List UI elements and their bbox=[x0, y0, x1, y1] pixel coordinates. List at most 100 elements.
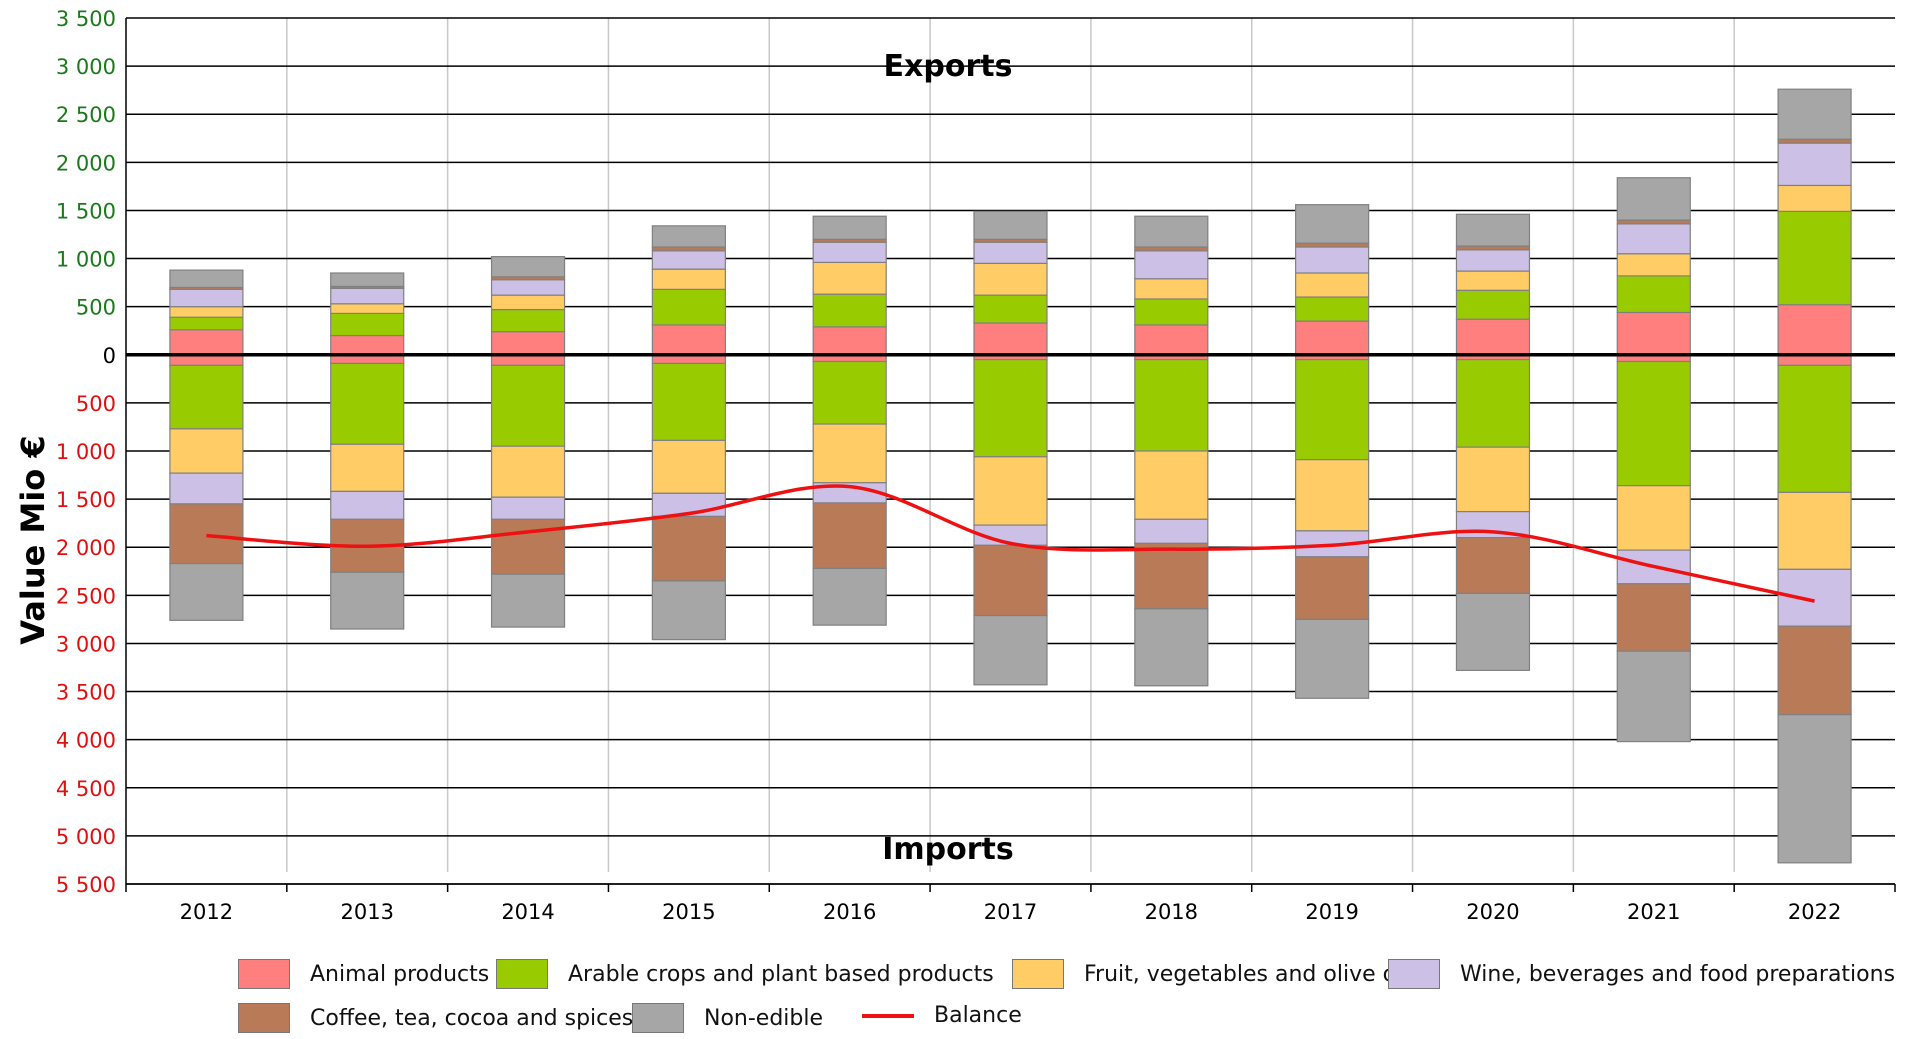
x-tick-label: 2016 bbox=[823, 900, 876, 924]
x-tick-label: 2019 bbox=[1305, 900, 1358, 924]
bar-import-segment bbox=[1777, 364, 1852, 493]
bar-import-segment bbox=[1777, 491, 1852, 570]
x-tick-label: 2018 bbox=[1145, 900, 1198, 924]
bar-export-segment bbox=[1295, 246, 1370, 274]
bar-import-segment bbox=[330, 490, 405, 520]
bar-import-segment bbox=[973, 358, 1048, 458]
legend-item-balance: Balance bbox=[862, 1003, 1022, 1028]
bar-export-segment bbox=[169, 329, 244, 356]
legend-swatch bbox=[238, 959, 290, 989]
bar-export-segment bbox=[1616, 177, 1691, 221]
legend-swatch bbox=[496, 959, 548, 989]
y-tick-label-export: 2 000 bbox=[56, 151, 116, 175]
bar-export-segment bbox=[651, 324, 726, 356]
legend-label: Non-edible bbox=[704, 1005, 824, 1031]
legend-swatch bbox=[238, 1003, 290, 1033]
bar-export-segment bbox=[812, 326, 887, 356]
bar-import-segment bbox=[169, 472, 244, 505]
bar-import-segment bbox=[1295, 459, 1370, 532]
bar-export-segment bbox=[651, 268, 726, 290]
x-tick-label: 2013 bbox=[341, 900, 394, 924]
bar-import-segment bbox=[973, 614, 1048, 686]
bar-export-segment bbox=[330, 272, 405, 288]
bar-import-segment bbox=[1777, 568, 1852, 627]
bar-export-segment bbox=[1134, 324, 1209, 356]
bar-export-segment bbox=[1777, 88, 1852, 140]
bar-import-segment bbox=[490, 445, 566, 498]
x-tick-label: 2014 bbox=[501, 900, 554, 924]
bars-layer bbox=[169, 88, 1852, 864]
bar-export-segment bbox=[1134, 298, 1209, 326]
bar-import-segment bbox=[651, 515, 726, 582]
bar-import-segment bbox=[1134, 358, 1209, 452]
bar-export-segment bbox=[1295, 204, 1370, 244]
bar-export-segment bbox=[812, 261, 887, 295]
bar-export-segment bbox=[490, 331, 566, 356]
y-tick-label-import: 4 000 bbox=[56, 729, 116, 753]
y-tick-label-import: 2 500 bbox=[56, 584, 116, 608]
y-tick-label-import: 4 500 bbox=[56, 777, 116, 801]
bar-import-segment bbox=[169, 562, 244, 621]
bar-export-segment bbox=[1616, 311, 1691, 356]
bar-export-segment bbox=[973, 210, 1048, 240]
y-tick-label-export: 0 bbox=[103, 344, 116, 368]
bar-export-segment bbox=[490, 308, 566, 333]
x-tick-label: 2015 bbox=[662, 900, 715, 924]
bar-import-segment bbox=[973, 456, 1048, 526]
bar-export-segment bbox=[1777, 184, 1852, 213]
legend: Animal products Arable crops and plant b… bbox=[230, 955, 1910, 1039]
legend-label: Fruit, vegetables and olive oil bbox=[1084, 961, 1409, 987]
bar-export-segment bbox=[1455, 270, 1531, 291]
bar-export-segment bbox=[1455, 213, 1531, 247]
bar-import-segment bbox=[812, 423, 887, 484]
bar-import-segment bbox=[1616, 650, 1691, 743]
bar-export-segment bbox=[1134, 250, 1209, 280]
bar-import-segment bbox=[169, 364, 244, 430]
legend-item-arable-crops: Arable crops and plant based products bbox=[496, 959, 994, 989]
legend-swatch bbox=[632, 1003, 684, 1033]
bar-export-segment bbox=[812, 215, 887, 240]
bar-export-segment bbox=[330, 312, 405, 337]
bar-import-segment bbox=[1616, 485, 1691, 551]
bar-export-segment bbox=[169, 316, 244, 331]
bar-export-segment bbox=[812, 293, 887, 328]
y-tick-label-export: 500 bbox=[76, 296, 116, 320]
bar-export-segment bbox=[490, 279, 566, 296]
bar-import-segment bbox=[1295, 618, 1370, 699]
legend-line bbox=[862, 1013, 914, 1018]
bar-export-segment bbox=[1455, 249, 1531, 272]
legend-item-fruit-vegetables: Fruit, vegetables and olive oil bbox=[1012, 959, 1408, 989]
legend-label: Wine, beverages and food preparations bbox=[1460, 961, 1896, 987]
bar-import-segment bbox=[1455, 358, 1531, 448]
bar-export-segment bbox=[169, 288, 244, 308]
bar-export-segment bbox=[973, 241, 1048, 264]
bar-export-segment bbox=[1134, 278, 1209, 300]
legend-item-wine-beverages: Wine, beverages and food preparations bbox=[1388, 959, 1895, 989]
y-tick-label-import: 1 500 bbox=[56, 488, 116, 512]
bar-import-segment bbox=[1134, 608, 1209, 687]
y-tick-label-import: 5 500 bbox=[56, 873, 116, 897]
bar-export-segment bbox=[1295, 296, 1370, 322]
bar-import-segment bbox=[651, 439, 726, 494]
x-tick-label: 2012 bbox=[180, 900, 233, 924]
bar-import-segment bbox=[490, 573, 566, 628]
y-tick-label-import: 3 500 bbox=[56, 681, 116, 705]
bar-import-segment bbox=[1777, 625, 1852, 716]
bar-export-segment bbox=[490, 294, 566, 311]
bar-import-segment bbox=[1455, 446, 1531, 513]
bar-import-segment bbox=[1134, 518, 1209, 544]
bar-import-segment bbox=[1616, 583, 1691, 652]
bar-import-segment bbox=[330, 362, 405, 445]
bar-export-segment bbox=[1777, 210, 1852, 306]
bar-export-segment bbox=[651, 225, 726, 248]
bar-export-segment bbox=[330, 334, 405, 356]
bar-export-segment bbox=[1295, 272, 1370, 298]
legend-swatch bbox=[1388, 959, 1440, 989]
bar-export-segment bbox=[651, 250, 726, 270]
bar-export-segment bbox=[1134, 215, 1209, 248]
bar-import-segment bbox=[330, 443, 405, 493]
bar-import-segment bbox=[651, 580, 726, 641]
x-tick-label: 2020 bbox=[1466, 900, 1519, 924]
bar-import-segment bbox=[490, 496, 566, 520]
legend-item-non-edible: Non-edible bbox=[632, 1003, 823, 1033]
